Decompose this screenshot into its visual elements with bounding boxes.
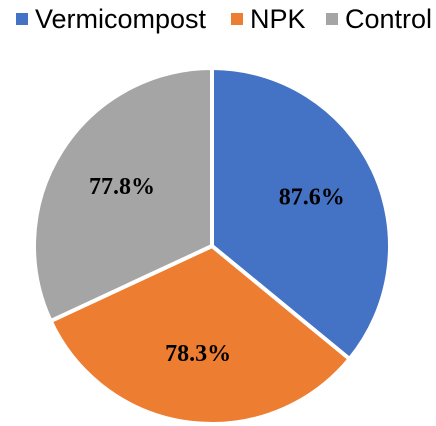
legend-swatch-npk	[231, 13, 243, 25]
legend-label-npk: NPK	[250, 4, 306, 34]
chart-legend: Vermicompost NPK Control	[0, 0, 436, 40]
legend-swatch-control	[326, 13, 338, 25]
legend-item-vermicompost: Vermicompost	[16, 2, 206, 36]
pie-slices	[32, 66, 392, 426]
legend-swatch-vermicompost	[16, 13, 28, 25]
pie-slice-labels: 87.6% 78.3% 77.8%	[89, 174, 345, 367]
pie-slice-vermicompost	[210, 66, 392, 361]
legend-label-control: Control	[345, 4, 433, 34]
legend-label-vermicompost: Vermicompost	[35, 4, 207, 34]
pie-slice-npk	[48, 244, 352, 426]
slice-label-npk: 78.3%	[165, 341, 231, 367]
slice-label-control: 77.8%	[89, 174, 155, 200]
slice-label-vermicompost: 87.6%	[279, 184, 345, 210]
legend-item-npk: NPK	[231, 2, 306, 36]
pie-slice-control	[32, 66, 214, 324]
legend-item-control: Control	[326, 2, 432, 36]
